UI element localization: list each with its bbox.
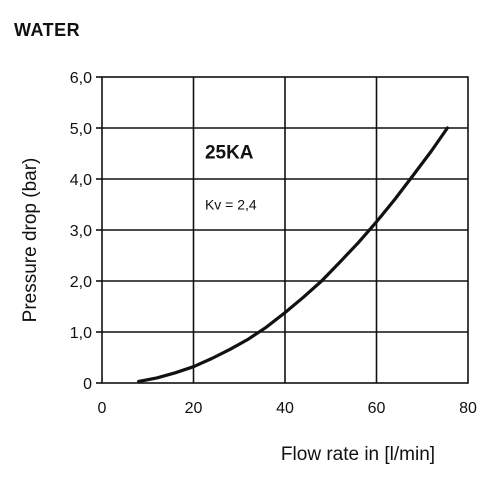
x-axis-label: Flow rate in [l/min]	[281, 444, 435, 465]
series-line	[137, 126, 449, 384]
x-tick-label: 80	[459, 400, 477, 417]
y-axis-label: Pressure drop (bar)	[20, 158, 41, 323]
y-tick-label: 2,0	[70, 274, 92, 291]
y-tick-label: 6,0	[70, 70, 92, 87]
y-tick-label: 1,0	[70, 325, 92, 342]
x-tick-label: 0	[98, 400, 107, 417]
chart-title: WATER	[14, 20, 81, 40]
y-tick-label: 0	[83, 376, 92, 393]
y-tick-label: 4,0	[70, 172, 92, 189]
x-tick-label: 40	[276, 400, 294, 417]
tick-labels: 0 20 40 60 80 0 1,0 2,0 3,0 4,0 5,0 6,0	[70, 70, 477, 417]
x-tick-label: 20	[185, 400, 203, 417]
kv-label: Kv = 2,4	[205, 197, 257, 213]
grid	[102, 77, 468, 383]
model-label: 25KA	[205, 143, 254, 164]
y-tick-label: 3,0	[70, 223, 92, 240]
x-tick-label: 60	[368, 400, 386, 417]
y-tick-label: 5,0	[70, 121, 92, 138]
